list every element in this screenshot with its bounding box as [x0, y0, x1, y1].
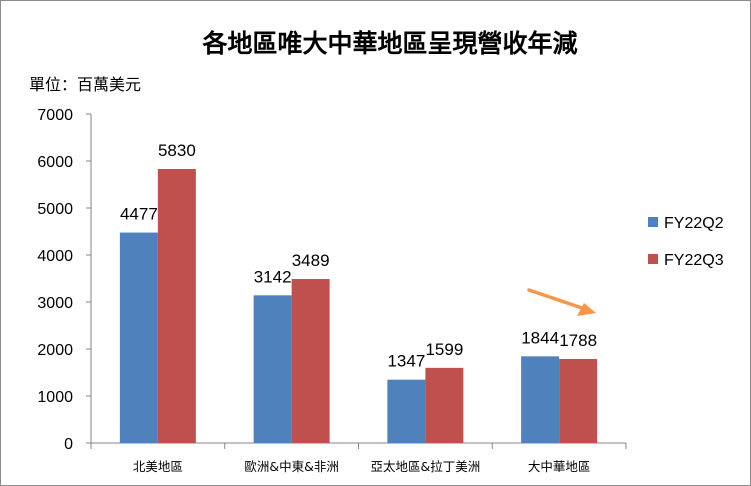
legend-label: FY22Q2 — [664, 215, 724, 232]
unit-label: 單位：百萬美元 — [29, 75, 141, 94]
legend-label: FY22Q3 — [664, 252, 724, 269]
data-label: 4477 — [120, 205, 158, 224]
bar-fy22q3 — [291, 279, 330, 443]
y-tick-label: 3000 — [37, 295, 73, 312]
arrow-head — [577, 303, 596, 316]
bar-fy22q2 — [119, 232, 158, 443]
data-label: 1844 — [521, 328, 559, 347]
legend-swatch — [648, 254, 658, 264]
x-tick-label: 亞太地區&拉丁美洲 — [371, 459, 481, 474]
y-tick-label: 0 — [64, 436, 73, 453]
y-tick-label: 6000 — [37, 154, 73, 171]
x-tick-label: 歐洲&中東&非洲 — [244, 459, 339, 474]
data-label: 3142 — [254, 267, 292, 286]
bar-fy22q2 — [521, 356, 560, 443]
bar-fy22q3 — [425, 367, 464, 443]
data-label: 1788 — [559, 331, 597, 350]
annotation — [527, 288, 596, 316]
bar-fy22q3 — [157, 168, 196, 444]
chart-title: 各地區唯大中華地區呈現營收年減 — [201, 29, 577, 58]
data-label: 1599 — [425, 340, 463, 359]
data-labels: 4477 3142 1347 1844 5830 3489 1599 1788 — [120, 141, 597, 371]
y-tick-label: 2000 — [37, 342, 73, 359]
y-tick-label: 1000 — [37, 389, 73, 406]
bar-fy22q2 — [253, 295, 292, 443]
bar-fy22q2 — [387, 379, 426, 443]
y-tick-label: 4000 — [37, 248, 73, 265]
x-tick-label: 北美地區 — [133, 459, 183, 474]
y-tick-label: 7000 — [37, 107, 73, 124]
legend: FY22Q2 FY22Q3 — [648, 215, 724, 269]
data-label: 5830 — [158, 141, 196, 160]
data-label: 3489 — [292, 251, 330, 270]
arrow-shaft — [527, 288, 587, 311]
x-tick-label: 大中華地區 — [528, 459, 591, 474]
bar-fy22q3 — [559, 358, 598, 443]
legend-swatch — [648, 217, 658, 227]
data-label: 1347 — [387, 352, 425, 371]
bars — [119, 168, 598, 444]
y-tick-label: 5000 — [37, 201, 73, 218]
